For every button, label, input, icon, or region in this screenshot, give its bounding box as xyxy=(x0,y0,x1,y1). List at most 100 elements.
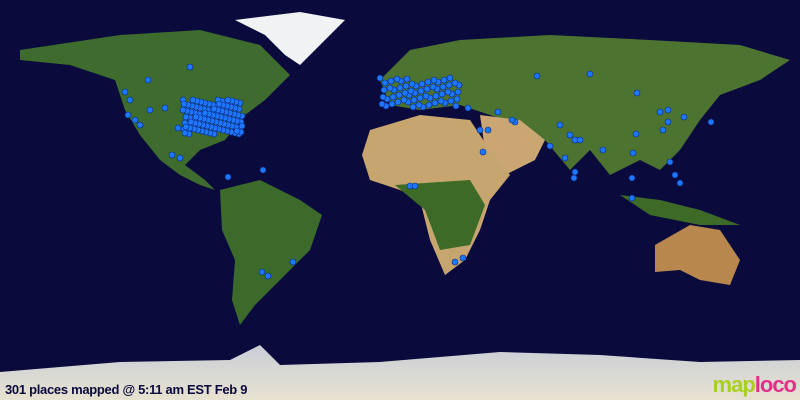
place-marker xyxy=(144,76,152,84)
logo-part-map: map xyxy=(712,372,756,397)
place-marker xyxy=(561,154,569,162)
place-marker xyxy=(408,80,416,88)
place-marker xyxy=(174,124,182,132)
place-marker xyxy=(416,94,424,102)
place-marker xyxy=(181,129,189,137)
place-marker xyxy=(187,118,195,126)
place-marker xyxy=(146,106,154,114)
place-marker xyxy=(411,182,419,190)
place-marker xyxy=(494,108,502,116)
australia xyxy=(655,225,740,285)
place-marker xyxy=(403,75,411,83)
place-marker xyxy=(671,171,679,179)
place-marker xyxy=(417,87,425,95)
place-marker xyxy=(454,88,462,96)
place-marker xyxy=(386,84,394,92)
place-marker xyxy=(224,96,232,104)
place-marker xyxy=(189,96,197,104)
place-marker xyxy=(179,106,187,114)
place-marker xyxy=(632,130,640,138)
place-marker xyxy=(215,100,223,108)
south-america xyxy=(220,180,322,325)
place-marker xyxy=(633,89,641,97)
place-marker xyxy=(210,105,218,113)
place-marker xyxy=(186,63,194,71)
place-marker xyxy=(289,258,297,266)
place-marker xyxy=(182,113,190,121)
place-marker xyxy=(628,194,636,202)
place-marker xyxy=(566,131,574,139)
places-mapped-caption: 301 places mapped @ 5:11 am EST Feb 9 xyxy=(5,382,248,397)
place-marker xyxy=(131,116,139,124)
logo-part-loco: loco xyxy=(754,372,797,397)
place-marker xyxy=(389,93,397,101)
place-marker xyxy=(707,118,715,126)
eurasia xyxy=(380,35,790,175)
place-marker xyxy=(571,168,579,176)
place-marker xyxy=(445,81,453,89)
place-marker xyxy=(176,154,184,162)
place-marker xyxy=(628,174,636,182)
place-marker xyxy=(415,101,423,109)
place-marker xyxy=(429,83,437,91)
place-marker xyxy=(440,76,448,84)
place-marker xyxy=(168,151,176,159)
place-marker xyxy=(401,89,409,97)
place-marker xyxy=(388,100,396,108)
place-marker xyxy=(629,149,637,157)
place-marker xyxy=(402,82,410,90)
place-marker xyxy=(451,79,459,87)
place-marker xyxy=(576,136,584,144)
place-marker xyxy=(258,268,266,276)
place-markers xyxy=(121,63,715,280)
place-marker xyxy=(464,104,472,112)
maploco-logo[interactable]: maploco xyxy=(712,372,797,398)
place-marker xyxy=(664,106,672,114)
place-marker xyxy=(379,93,387,101)
place-marker xyxy=(666,158,674,166)
place-marker xyxy=(476,126,484,134)
place-marker xyxy=(438,90,446,98)
place-marker xyxy=(387,77,395,85)
place-marker xyxy=(556,121,564,129)
place-marker xyxy=(381,79,389,87)
place-marker xyxy=(432,92,440,100)
place-marker xyxy=(459,254,467,262)
place-marker xyxy=(508,116,516,124)
southeast-asia xyxy=(620,195,740,225)
place-marker xyxy=(570,174,578,182)
place-marker xyxy=(431,99,439,107)
place-marker xyxy=(437,97,445,105)
place-marker xyxy=(546,142,554,150)
greenland xyxy=(235,12,345,65)
place-marker xyxy=(439,83,447,91)
place-marker xyxy=(659,126,667,134)
place-marker xyxy=(378,100,386,108)
place-marker xyxy=(430,76,438,84)
place-marker xyxy=(380,86,388,94)
place-marker xyxy=(136,121,144,129)
place-marker xyxy=(376,74,384,82)
place-marker xyxy=(395,91,403,99)
place-marker xyxy=(680,113,688,121)
place-marker xyxy=(418,80,426,88)
place-marker xyxy=(676,179,684,187)
place-marker xyxy=(453,95,461,103)
place-marker xyxy=(407,87,415,95)
place-marker xyxy=(451,258,459,266)
place-marker xyxy=(400,96,408,104)
place-marker xyxy=(656,108,664,116)
north-america xyxy=(20,30,290,190)
place-marker xyxy=(409,103,417,111)
place-marker xyxy=(124,111,132,119)
place-marker xyxy=(452,102,460,110)
place-marker xyxy=(161,104,169,112)
place-marker xyxy=(259,166,267,174)
place-marker xyxy=(533,72,541,80)
place-marker xyxy=(599,146,607,154)
place-marker xyxy=(422,92,430,100)
place-marker xyxy=(484,126,492,134)
place-marker xyxy=(479,148,487,156)
